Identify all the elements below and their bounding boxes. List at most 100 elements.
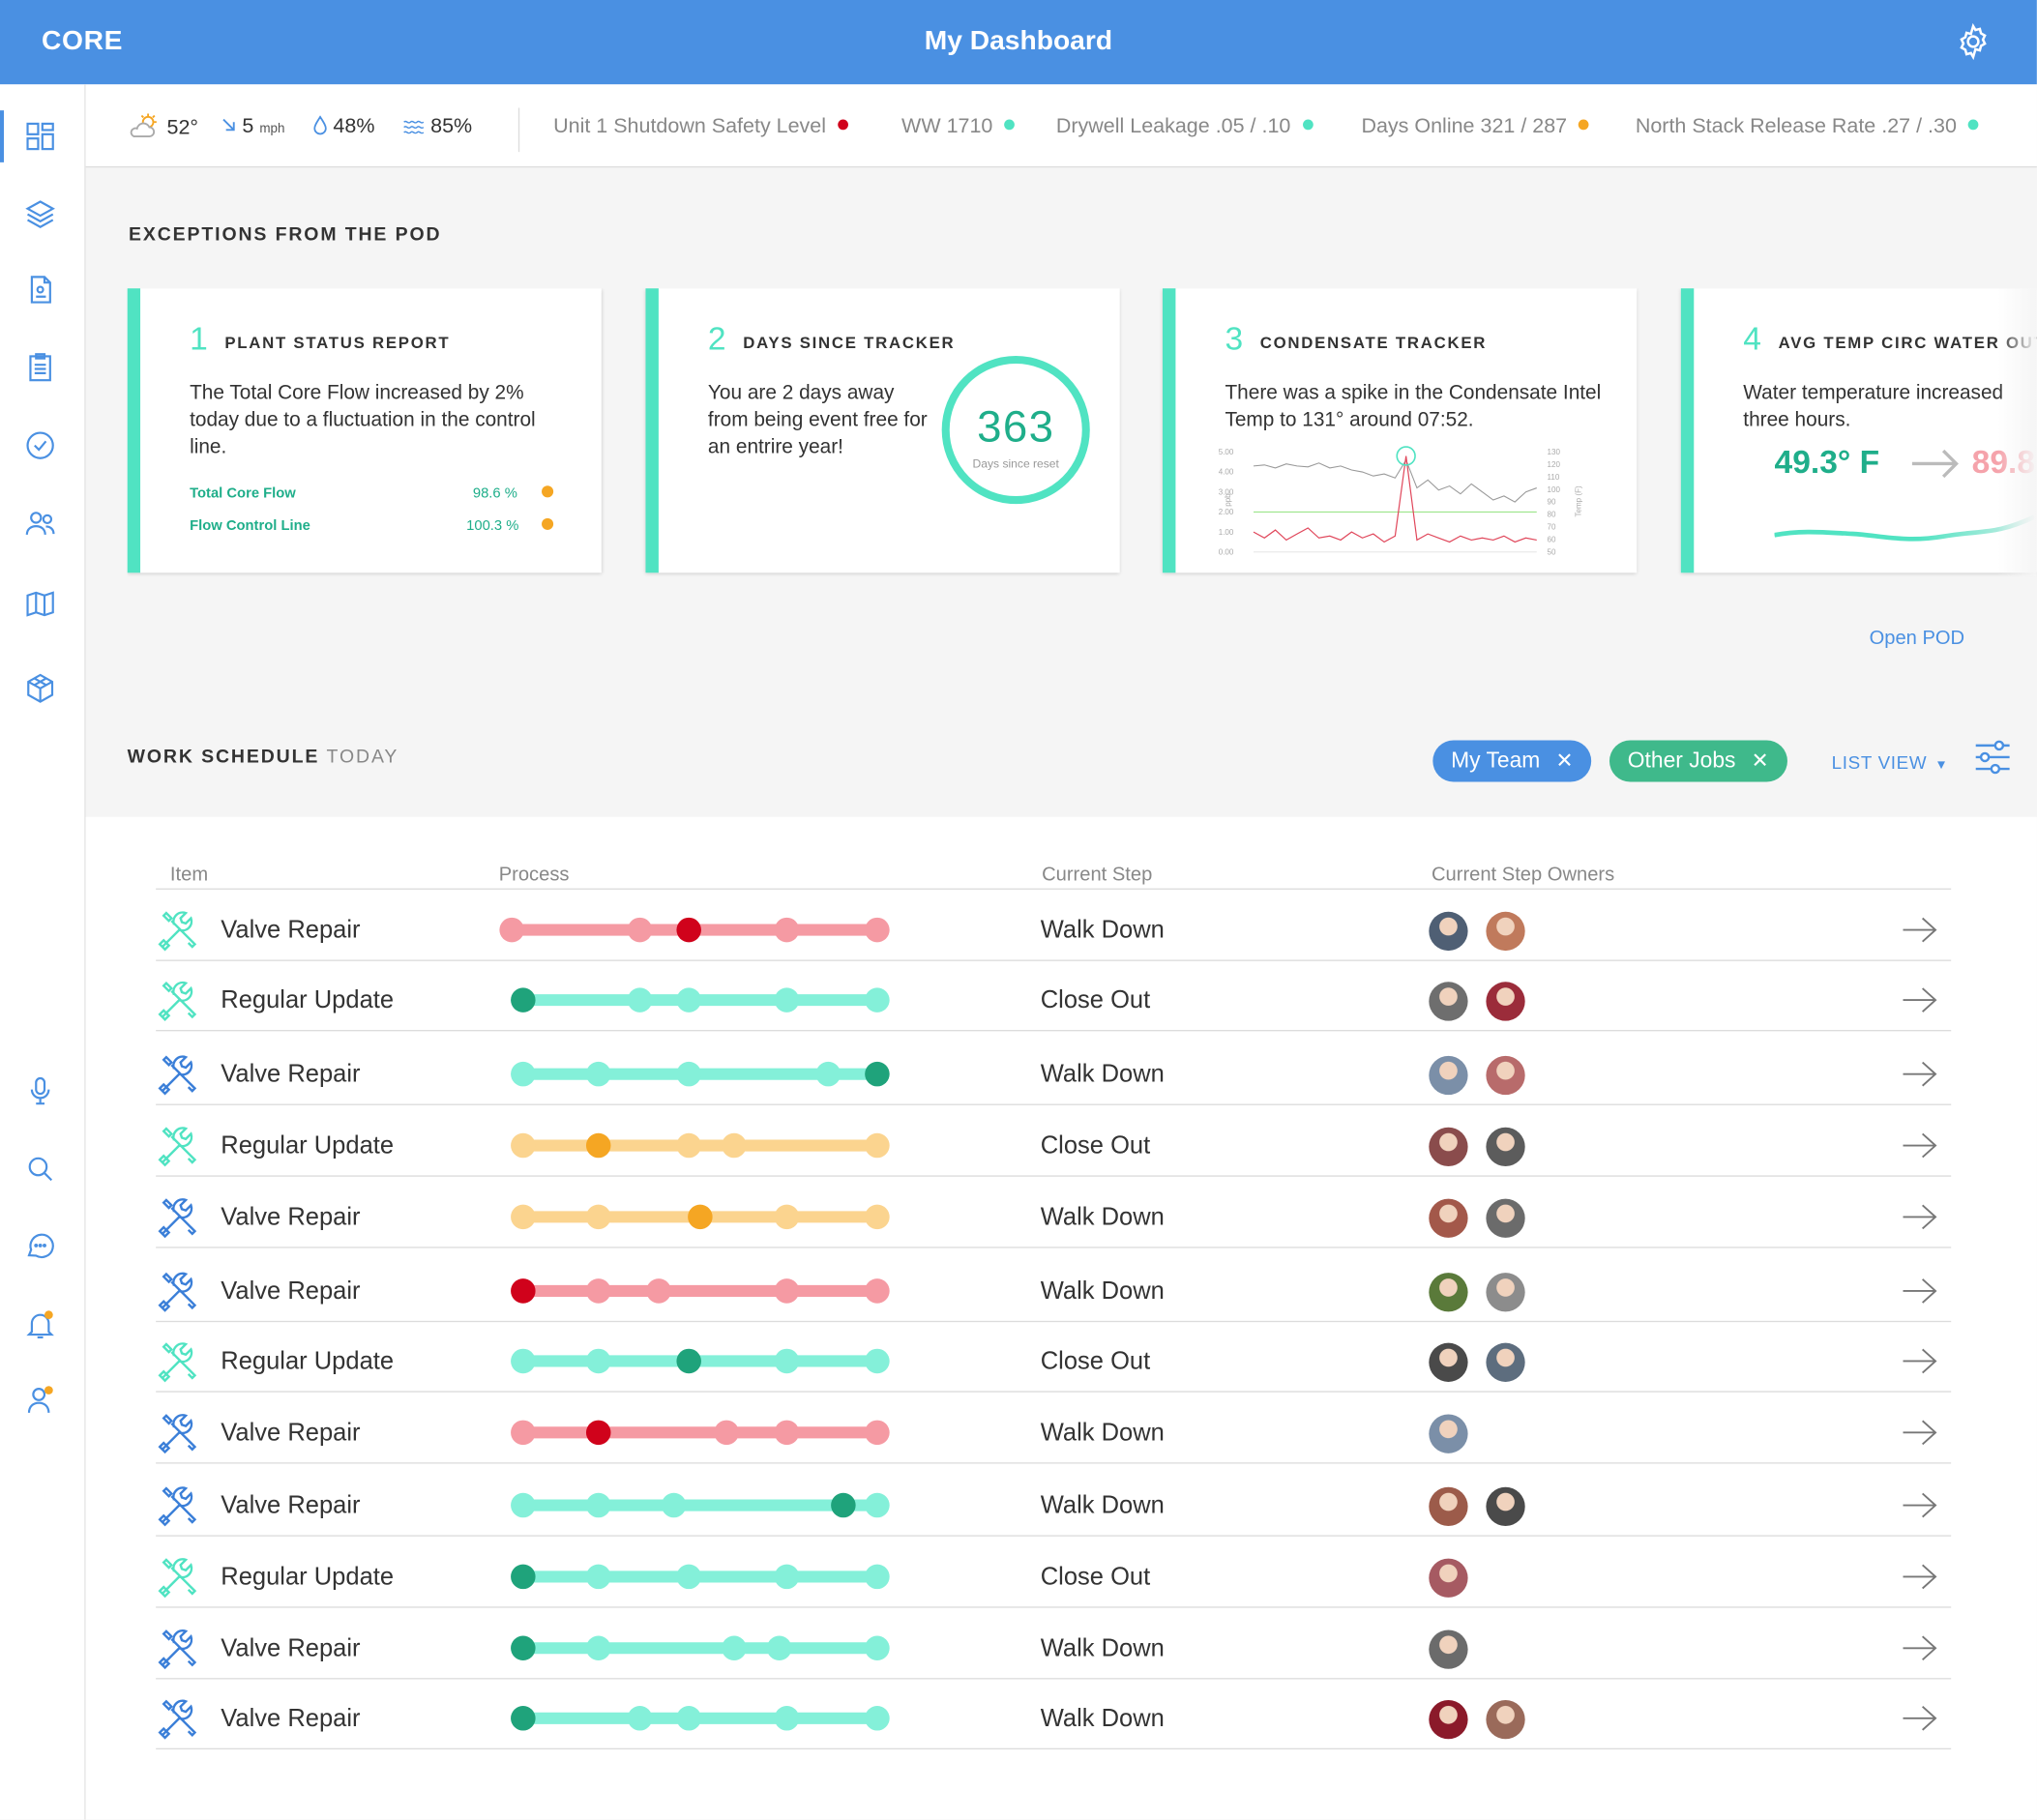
exception-card-plant-status[interactable]: 1 PLANT STATUS REPORT The Total Core Flo… — [127, 288, 602, 573]
user-icon[interactable] — [23, 1383, 57, 1417]
arrow-right-icon[interactable] — [1901, 1203, 1939, 1232]
process-step[interactable] — [585, 1061, 611, 1087]
arrow-right-icon[interactable] — [1901, 916, 1939, 945]
process-step-current[interactable] — [676, 1348, 701, 1374]
process-step-current[interactable] — [676, 917, 701, 943]
status-ww1710[interactable]: WW 1710 — [901, 116, 1016, 139]
process-step-current[interactable] — [511, 1635, 536, 1661]
process-step[interactable] — [774, 1564, 800, 1590]
table-row[interactable]: Regular Update Close Out — [156, 965, 1951, 1037]
process-step[interactable] — [627, 917, 653, 943]
spike-marker[interactable] — [1396, 446, 1416, 466]
avatar[interactable] — [1486, 1127, 1525, 1167]
process-step[interactable] — [585, 1492, 611, 1518]
process-step[interactable] — [865, 1564, 890, 1590]
process-step-current[interactable] — [688, 1204, 713, 1230]
process-step[interactable] — [585, 1348, 611, 1374]
table-row[interactable]: Valve Repair Walk Down — [156, 1397, 1951, 1469]
status-unit1-shutdown[interactable]: Unit 1 Shutdown Safety Level — [553, 116, 848, 139]
team-icon[interactable] — [23, 507, 57, 541]
status-north-stack[interactable]: North Stack Release Rate .27 / .30 — [1636, 116, 1979, 139]
dashboard-icon[interactable] — [23, 120, 57, 154]
status-days-online[interactable]: Days Online 321 / 287 — [1361, 116, 1589, 139]
avatar[interactable] — [1429, 1127, 1468, 1167]
process-step[interactable] — [865, 1132, 890, 1159]
arrow-right-icon[interactable] — [1901, 1491, 1939, 1520]
avatar[interactable] — [1429, 1558, 1468, 1598]
table-row[interactable]: Regular Update Close Out — [156, 1326, 1951, 1397]
process-step-current[interactable] — [511, 987, 536, 1013]
process-step[interactable] — [511, 1204, 536, 1230]
process-step[interactable] — [865, 1204, 890, 1230]
arrow-right-icon[interactable] — [1901, 1347, 1939, 1376]
process-step-current[interactable] — [865, 1061, 890, 1087]
avatar[interactable] — [1429, 911, 1468, 952]
process-step[interactable] — [676, 987, 701, 1013]
exception-card-days-since[interactable]: 2 DAYS SINCE TRACKER You are 2 days away… — [645, 288, 1120, 573]
process-step[interactable] — [766, 1635, 792, 1661]
filter-chip-other-jobs[interactable]: Other Jobs ✕ — [1609, 740, 1787, 782]
process-step[interactable] — [661, 1492, 687, 1518]
avatar[interactable] — [1486, 911, 1525, 952]
bell-icon[interactable] — [23, 1307, 57, 1341]
process-step[interactable] — [511, 1132, 536, 1159]
avatar[interactable] — [1429, 1414, 1468, 1453]
avatar[interactable] — [1486, 1486, 1525, 1527]
process-step[interactable] — [676, 1564, 701, 1590]
column-header-current-step[interactable]: Current Step — [1042, 864, 1153, 886]
process-step[interactable] — [676, 1706, 701, 1731]
table-row[interactable]: Valve Repair Walk Down — [156, 895, 1951, 966]
process-step[interactable] — [865, 917, 890, 943]
table-row[interactable]: Valve Repair Walk Down — [156, 1684, 1951, 1755]
process-step[interactable] — [511, 1061, 536, 1087]
list-view-dropdown[interactable]: LIST VIEW ▼ — [1832, 752, 1949, 773]
process-step[interactable] — [714, 1420, 739, 1446]
table-row[interactable]: Regular Update Close Out — [156, 1110, 1951, 1182]
table-row[interactable]: Valve Repair Walk Down — [156, 1613, 1951, 1685]
column-header-process[interactable]: Process — [498, 864, 570, 886]
process-step[interactable] — [865, 987, 890, 1013]
column-header-owners[interactable]: Current Step Owners — [1431, 864, 1615, 886]
process-step[interactable] — [815, 1061, 841, 1087]
process-step[interactable] — [676, 1061, 701, 1087]
process-step[interactable] — [774, 1204, 800, 1230]
avatar[interactable] — [1429, 1699, 1468, 1740]
avatar[interactable] — [1486, 1699, 1525, 1740]
avatar[interactable] — [1429, 1342, 1468, 1382]
process-step[interactable] — [585, 1204, 611, 1230]
table-row[interactable]: Valve Repair Walk Down — [156, 1182, 1951, 1253]
column-header-item[interactable]: Item — [169, 864, 209, 886]
cube-icon[interactable] — [23, 671, 57, 705]
process-step[interactable] — [774, 1278, 800, 1304]
avatar[interactable] — [1429, 1198, 1468, 1238]
process-step[interactable] — [585, 1278, 611, 1304]
exception-card-avg-temp[interactable]: 4 AVG TEMP CIRC WATER OUT Water temperat… — [1680, 288, 2037, 573]
arrow-right-icon[interactable] — [1901, 1277, 1939, 1306]
avatar[interactable] — [1486, 982, 1525, 1021]
process-step[interactable] — [865, 1706, 890, 1731]
process-step[interactable] — [627, 987, 653, 1013]
check-circle-icon[interactable] — [23, 428, 57, 462]
avatar[interactable] — [1429, 1629, 1468, 1669]
process-step[interactable] — [865, 1278, 890, 1304]
process-step-current[interactable] — [831, 1492, 856, 1518]
close-icon[interactable]: ✕ — [1751, 750, 1769, 774]
avatar[interactable] — [1429, 1486, 1468, 1527]
open-pod-link[interactable]: Open POD — [1869, 627, 1965, 650]
process-step[interactable] — [865, 1635, 890, 1661]
status-drywell-leakage[interactable]: Drywell Leakage .05 / .10 — [1056, 116, 1314, 139]
table-row[interactable]: Regular Update Close Out — [156, 1541, 1951, 1613]
clipboard-icon[interactable] — [23, 351, 57, 385]
process-step[interactable] — [865, 1492, 890, 1518]
arrow-right-icon[interactable] — [1901, 1131, 1939, 1160]
arrow-right-icon[interactable] — [1901, 1563, 1939, 1592]
map-icon[interactable] — [23, 587, 57, 621]
process-step[interactable] — [774, 917, 800, 943]
process-step[interactable] — [511, 1420, 536, 1446]
process-step[interactable] — [774, 987, 800, 1013]
avatar[interactable] — [1429, 1055, 1468, 1096]
microphone-icon[interactable] — [23, 1074, 57, 1108]
arrow-right-icon[interactable] — [1901, 1060, 1939, 1089]
avatar[interactable] — [1486, 1342, 1525, 1382]
arrow-right-icon[interactable] — [1901, 1419, 1939, 1448]
